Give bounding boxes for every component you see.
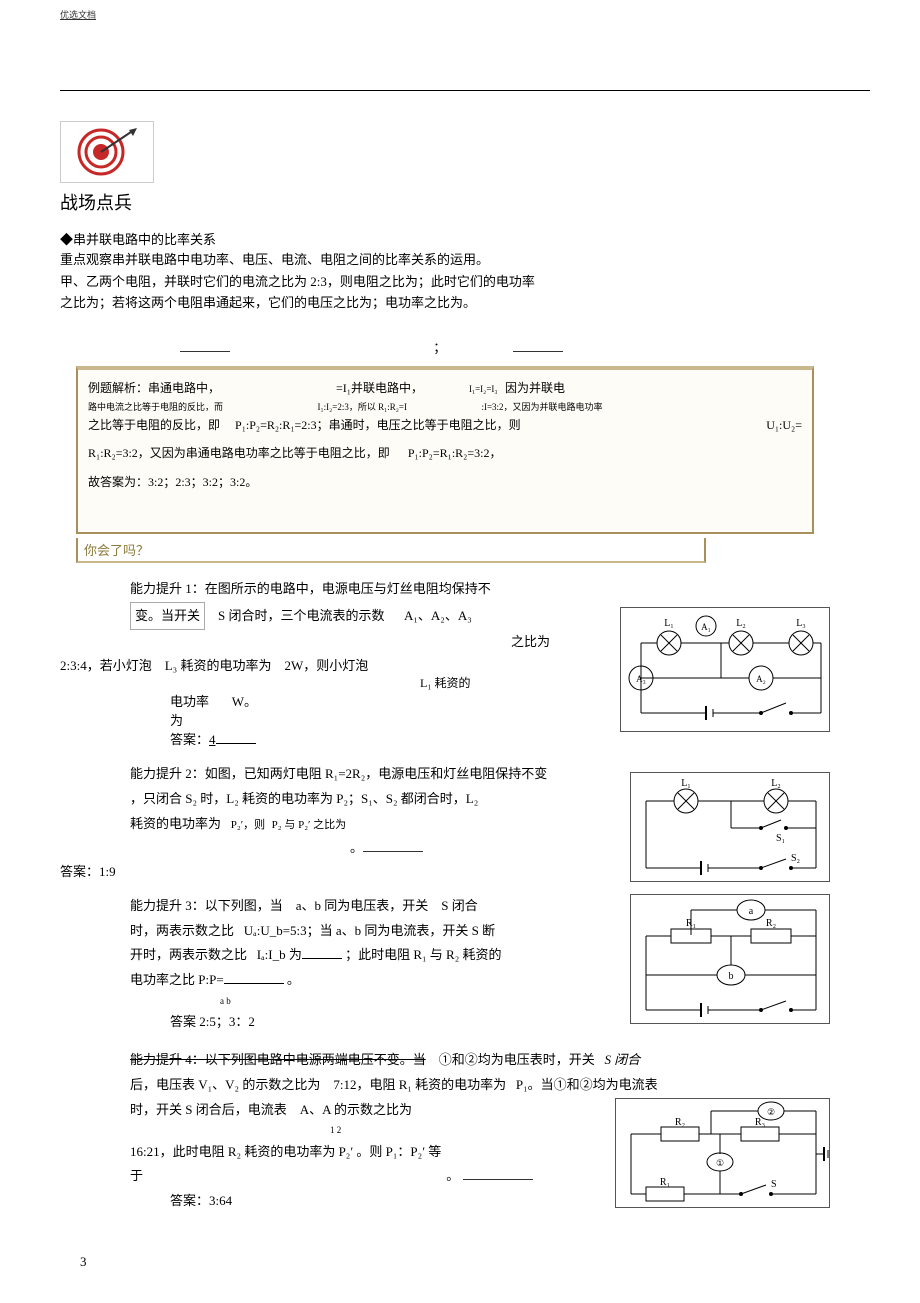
p1-l2b: S 闭合时，三个电流表的示数 — [218, 608, 384, 623]
p4-l3: 时，开关 S 闭合后，电流表 — [130, 1102, 287, 1117]
ex-l1m: =I₁并联电路中， — [336, 381, 423, 395]
ex-s2: I₁:I₂=2:3，所以 R₁:R₂=I — [318, 402, 407, 412]
you-know: 你会了吗？ — [76, 538, 706, 563]
p1-ans-label: 答案： — [170, 732, 209, 747]
diagram-2: L₁ L₂ S₁ — [630, 772, 830, 882]
svg-text:L₃: L₃ — [796, 618, 806, 629]
ex-l3: R₁:R₂=3:2，又因为串通电路电功率之比等于电阻之比，即 — [88, 446, 390, 460]
diagram-1: L₁ L₂ L₃ A₁ A₂ A₃ — [620, 607, 830, 732]
ex-small-row: 路中电流之比等于电阻的反比，而 I₁:I₂=2:3，所以 R₁:R₂=I :I=… — [88, 399, 802, 415]
ex-l3b: P₁:P₂=R₁:R₂=3:2， — [408, 446, 502, 460]
header-small-text: 优选文档 — [60, 8, 96, 21]
problem-3: a R₁ R₂ b — [60, 894, 870, 1035]
p3-l2: 时，两表示数之比 — [130, 923, 234, 938]
svg-text:b: b — [729, 971, 734, 982]
p1-l3b: 2:3:4，若小灯泡 — [60, 658, 152, 673]
p1-l2c: A₁、A₂、A₃ — [404, 608, 472, 623]
ex-s1: 路中电流之比等于电阻的反比，而 — [88, 402, 223, 412]
target-icon — [60, 121, 154, 183]
p1-l4c: W。 — [232, 694, 257, 709]
p4-l2: 后，电压表 V₁、V₂ 的示数之比为 — [130, 1077, 320, 1092]
blank-row: ； — [180, 337, 870, 356]
p3-l3: 开时，两表示数之比 — [130, 947, 247, 962]
p3-text: 能力提升 3：以下列图，当 a、b 同为电压表，开关 S 闭合 时，两表示数之比… — [130, 894, 650, 1035]
svg-text:a: a — [749, 906, 754, 917]
p3-title: 能力提升 3：以下列图，当 — [130, 898, 283, 913]
diagram-4: ② R₂ R₃ ① R₁ — [615, 1098, 830, 1208]
p4-l5: 于 — [130, 1168, 143, 1183]
intro-1: 重点观察串并联电路中电功率、电压、电流、电阻之间的比率关系的运用。 — [60, 250, 870, 270]
problem-1: L₁ L₂ L₃ A₁ A₂ A₃ — [60, 577, 870, 748]
ex-l2b: P₁:P₂=R₂:R₁=2:3；串通时，电压之比等于电阻之比，则 — [235, 418, 521, 432]
p3-l3c: ；此时电阻 R₁ 与 R₂ 耗资的 — [345, 947, 501, 962]
p3-tc: S 闭合 — [441, 898, 477, 913]
subtitle: ◆串并联电路中的比率关系 — [60, 229, 870, 248]
svg-text:R₂: R₂ — [766, 918, 776, 929]
svg-text:A₂: A₂ — [756, 674, 766, 684]
ex-line-1: 例题解析：串通电路中， =I₁并联电路中， I₁=I₂=I₃ 因为并联电 — [88, 378, 802, 400]
ex-line-4: 故答案为：3:2；2:3；3:2；3:2。 — [88, 472, 802, 494]
p3-l3b: Iₐ:I_b 为 — [257, 947, 302, 962]
ex-s3: :I=3:2，又因为并联电路电功率 — [481, 402, 602, 412]
svg-text:②: ② — [767, 1107, 775, 1117]
p1-text: 能力提升 1：在图所示的电路中，电源电压与灯丝电阻均保持不 变。当开关 S 闭合… — [130, 577, 650, 655]
ex-line-3: R₁:R₂=3:2，又因为串通电路电功率之比等于电阻之比，即 P₁:P₂=R₁:… — [88, 443, 802, 465]
page-number: 3 — [80, 1254, 870, 1270]
svg-text:L₁: L₁ — [664, 618, 674, 629]
p3-l4s: a b — [220, 993, 650, 1010]
intro-3: 之比为；若将这两个电阻串通起来，它们的电压之比为；电功率之比为。 — [60, 293, 870, 313]
diagram-3: a R₁ R₂ b — [630, 894, 830, 1024]
intro-2: 甲、乙两个电阻，并联时它们的电流之比为 2:3，则电阻之比为；此时它们的电功率 — [60, 272, 870, 292]
p1-l3c: L₃ 耗资的电功率为 — [165, 658, 272, 673]
ex-l2c: U₁:U₂= — [766, 415, 802, 437]
p4-l2c: P₁。当①和②均为电流表 — [516, 1077, 658, 1092]
svg-text:①: ① — [716, 1158, 724, 1168]
p3-l2b: Uₐ:U_b=5:3；当 a、b 同为电流表，开关 S 断 — [244, 923, 495, 938]
p4-title: 能力提升 4：以下列图电路中电源两端电压不变。当 — [130, 1052, 426, 1067]
p4-l4: 16:21，此时电阻 R₂ 耗资的电功率为 P₂′ 。则 P₁：P₂′ 等 — [130, 1140, 570, 1165]
svg-text:R₁: R₁ — [686, 918, 696, 929]
p2-l3a: 耗资的电功率为 — [130, 816, 221, 831]
p1-l3d: 2W，则小灯泡 — [284, 658, 368, 673]
p4-l2b: 7:12，电阻 R₁ 耗资的电功率为 — [333, 1077, 506, 1092]
problem-4: ② R₂ R₃ ① R₁ — [60, 1048, 870, 1213]
svg-text:S₁: S₁ — [776, 833, 785, 844]
target-section: 战场点兵 — [60, 121, 870, 215]
p3-ans: 答案 2:5；3：2 — [170, 1010, 650, 1035]
p3-l4: 电功率之比 P:P= — [130, 972, 224, 987]
svg-text:L₂: L₂ — [736, 618, 746, 629]
p1-l2a: 变。当开关 — [130, 602, 205, 631]
p4-tb: ①和②均为电压表时，开关 — [439, 1052, 595, 1067]
p2-l2: ，只闭合 S₂ 时，L₂ 耗资的电功率为 P₂；S₁、S₂ 都闭合时，L₂ — [130, 787, 650, 812]
svg-text:A₁: A₁ — [701, 622, 711, 632]
ex-line-2: 之比等于电阻的反比，即 P₁:P₂=R₂:R₁=2:3；串通时，电压之比等于电阻… — [88, 415, 802, 437]
ex-l2a: 之比等于电阻的反比，即 — [88, 418, 220, 432]
svg-text:S₂: S₂ — [791, 853, 800, 864]
p2-l3c: P₂ 与 P₂′ 之比为 — [272, 819, 347, 831]
problem-2: L₁ L₂ S₁ — [60, 762, 870, 880]
svg-text:R₃: R₃ — [755, 1117, 765, 1128]
ex-l1a: 例题解析：串通电路中， — [88, 381, 220, 395]
p1-title: 能力提升 1：在图所示的电路中，电源电压与灯丝电阻均保持不 — [130, 577, 650, 602]
p4-tc: S 闭合 — [605, 1052, 641, 1067]
p2-text: 能力提升 2：如图，已知两灯电阻 R₁=2R₂，电源电压和灯丝电阻保持不变 ，只… — [130, 762, 650, 861]
svg-text:L₁: L₁ — [681, 778, 691, 789]
top-rule — [60, 90, 870, 91]
p2-title: 能力提升 2：如图，已知两灯电阻 R₁=2R₂，电源电压和灯丝电阻保持不变 — [130, 762, 650, 787]
svg-text:L₂: L₂ — [771, 778, 781, 789]
svg-text:R₁: R₁ — [660, 1177, 670, 1188]
page: 优选文档 战场点兵 ◆串并联电路中的比率关系 重点观察串并联电路中电功率、电压、… — [0, 0, 920, 1290]
ex-tiny: I₁=I₂=I₃ — [469, 384, 502, 394]
svg-text:S: S — [771, 1179, 777, 1190]
p1-l3a: 之比为 — [130, 630, 550, 655]
p2-l3b: P₂′，则 — [231, 819, 265, 831]
section-title: 战场点兵 — [60, 189, 132, 215]
example-box: 例题解析：串通电路中， =I₁并联电路中， I₁=I₂=I₃ 因为并联电 路中电… — [76, 366, 814, 535]
ex-l1e: 因为并联电 — [505, 381, 565, 395]
svg-text:R₂: R₂ — [675, 1117, 685, 1128]
p1-l4b: 电功率 — [170, 694, 209, 709]
p4-l3b: A、A 的示数之比为 — [300, 1102, 412, 1117]
p3-tb: a、b 同为电压表，开关 — [296, 898, 429, 913]
